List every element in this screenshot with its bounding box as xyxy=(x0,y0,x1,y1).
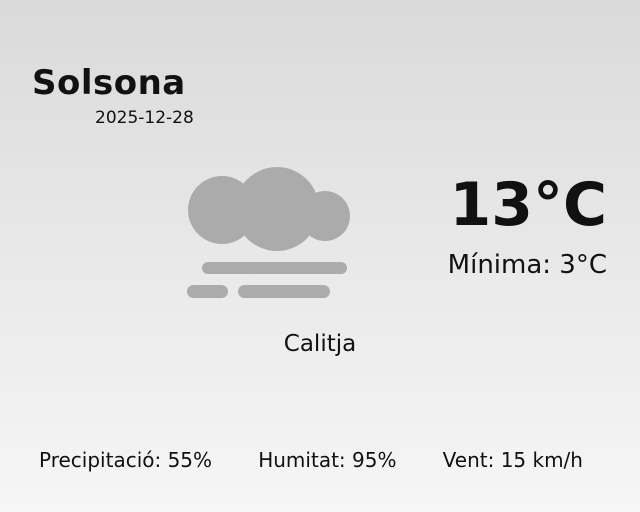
fog-bar-long xyxy=(202,262,347,274)
stats-row: Precipitació: 55% Humitat: 95% Vent: 15 … xyxy=(39,450,583,470)
temperature-value: 13°C xyxy=(449,170,607,240)
fog-bar-short xyxy=(187,285,228,298)
condition-label: Calitja xyxy=(283,331,357,357)
humidity-stat: Humitat: 95% xyxy=(258,448,397,472)
fog-bar-medium xyxy=(238,285,330,298)
wind-stat: Vent: 15 km/h xyxy=(442,448,583,472)
temperature-block: 13°C Mínima: 3°C xyxy=(448,175,607,278)
precipitation-stat: Precipitació: 55% xyxy=(39,448,213,472)
cloud-middle-shape xyxy=(235,167,319,251)
fog-icon xyxy=(187,167,350,298)
minimum-temperature-label: Mínima: 3°C xyxy=(447,250,607,280)
location-title: Solsona xyxy=(32,63,186,103)
cloud-right-shape xyxy=(300,191,350,241)
date-label: 2025-12-28 xyxy=(95,108,194,128)
